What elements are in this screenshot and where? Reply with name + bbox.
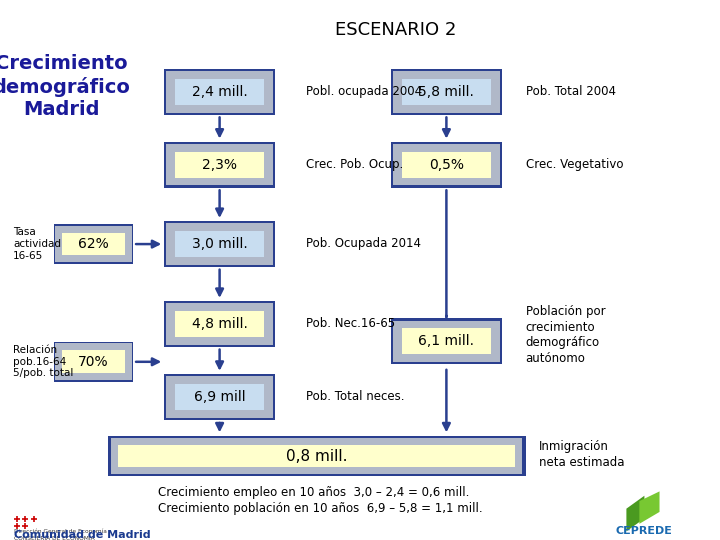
FancyBboxPatch shape: [55, 226, 132, 262]
FancyBboxPatch shape: [402, 152, 491, 178]
Text: Crecimiento
demográfico
Madrid: Crecimiento demográfico Madrid: [0, 53, 130, 119]
Text: Crecimiento empleo en 10 años  3,0 – 2,4 = 0,6 mill.: Crecimiento empleo en 10 años 3,0 – 2,4 …: [158, 486, 469, 499]
Text: ESCENARIO 2: ESCENARIO 2: [336, 21, 456, 39]
FancyBboxPatch shape: [163, 69, 275, 115]
Text: 4,8 mill.: 4,8 mill.: [192, 317, 248, 331]
FancyBboxPatch shape: [54, 224, 133, 264]
FancyBboxPatch shape: [392, 71, 500, 112]
Text: 5,8 mill.: 5,8 mill.: [418, 85, 474, 99]
Text: Crec. Vegetativo: Crec. Vegetativo: [526, 158, 623, 171]
Text: 2,4 mill.: 2,4 mill.: [192, 85, 248, 99]
FancyBboxPatch shape: [402, 79, 491, 105]
Text: Dirección General de Economía
CONSEJERÍA DE ECONOMÍA
E INNOVACIÓN TECNOLÓGICA: Dirección General de Economía CONSEJERÍA…: [14, 529, 107, 540]
Text: Pob. Ocupada 2014: Pob. Ocupada 2014: [306, 237, 421, 250]
FancyBboxPatch shape: [390, 69, 503, 115]
Text: Pob. Nec.16-65: Pob. Nec.16-65: [306, 317, 395, 330]
FancyBboxPatch shape: [175, 79, 264, 105]
FancyBboxPatch shape: [166, 303, 274, 345]
FancyBboxPatch shape: [163, 301, 275, 347]
Text: Tasa
actividad
16-65: Tasa actividad 16-65: [13, 227, 61, 261]
Text: Relación
pob.16-64
5/pob. total: Relación pob.16-64 5/pob. total: [13, 345, 73, 379]
Polygon shape: [639, 491, 660, 524]
Text: 0,5%: 0,5%: [429, 158, 464, 172]
FancyBboxPatch shape: [62, 350, 125, 373]
FancyBboxPatch shape: [166, 376, 274, 417]
FancyBboxPatch shape: [402, 328, 491, 354]
FancyBboxPatch shape: [166, 144, 274, 185]
Text: 62%: 62%: [78, 237, 109, 251]
FancyBboxPatch shape: [175, 311, 264, 337]
FancyBboxPatch shape: [390, 142, 503, 188]
Text: 6,9 mill: 6,9 mill: [194, 390, 246, 404]
FancyBboxPatch shape: [55, 343, 132, 380]
FancyBboxPatch shape: [163, 142, 275, 188]
Text: Población por
crecimiento
demográfico
autónomo: Población por crecimiento demográfico au…: [526, 305, 606, 364]
FancyBboxPatch shape: [62, 233, 125, 255]
FancyBboxPatch shape: [175, 384, 264, 410]
Text: 6,1 mill.: 6,1 mill.: [418, 334, 474, 348]
FancyBboxPatch shape: [390, 318, 503, 364]
Text: Comunidad de Madrid: Comunidad de Madrid: [14, 530, 151, 540]
FancyBboxPatch shape: [163, 221, 275, 267]
FancyBboxPatch shape: [111, 438, 523, 474]
Text: 0,8 mill.: 0,8 mill.: [286, 449, 348, 463]
FancyBboxPatch shape: [54, 341, 133, 382]
FancyBboxPatch shape: [166, 71, 274, 112]
Text: CEPREDE: CEPREDE: [616, 525, 672, 536]
Text: 70%: 70%: [78, 355, 109, 369]
FancyBboxPatch shape: [166, 224, 274, 265]
Text: Crecimiento población en 10 años  6,9 – 5,8 = 1,1 mill.: Crecimiento población en 10 años 6,9 – 5…: [158, 502, 483, 515]
Polygon shape: [626, 496, 644, 531]
Text: Crec. Pob. Ocup.: Crec. Pob. Ocup.: [306, 158, 403, 171]
FancyBboxPatch shape: [392, 321, 500, 362]
Text: Inmigración
neta estimada: Inmigración neta estimada: [539, 440, 624, 469]
FancyBboxPatch shape: [392, 144, 500, 185]
FancyBboxPatch shape: [175, 231, 264, 257]
Text: Pobl. ocupada 2004: Pobl. ocupada 2004: [306, 85, 422, 98]
Text: 2,3%: 2,3%: [202, 158, 237, 172]
Text: 3,0 mill.: 3,0 mill.: [192, 237, 248, 251]
FancyBboxPatch shape: [175, 152, 264, 178]
Text: Pob. Total neces.: Pob. Total neces.: [306, 390, 405, 403]
FancyBboxPatch shape: [108, 436, 526, 476]
FancyBboxPatch shape: [163, 374, 275, 420]
Text: Pob. Total 2004: Pob. Total 2004: [526, 85, 616, 98]
FancyBboxPatch shape: [118, 445, 516, 467]
